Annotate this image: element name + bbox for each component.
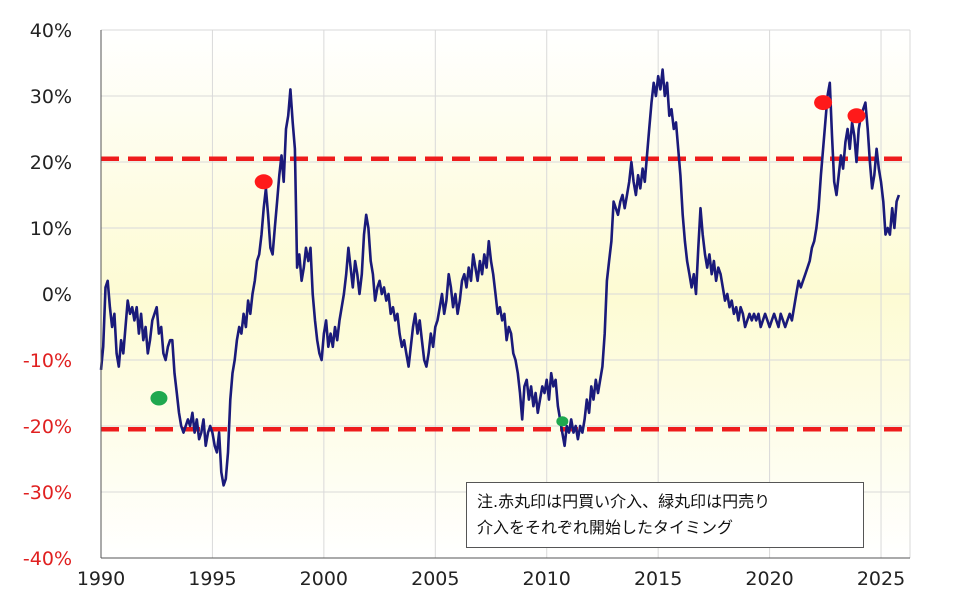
x-tick-label: 2000 xyxy=(300,568,348,590)
note-line-2: 介入をそれぞれ開始したタイミング xyxy=(477,518,734,537)
gridlines xyxy=(101,29,911,558)
y-tick-label: 40% xyxy=(30,20,72,42)
x-tick-label: 2020 xyxy=(745,568,793,590)
x-tick-label: 2025 xyxy=(857,568,905,590)
sell-intervention-marker xyxy=(556,416,569,427)
y-axis-ticks: 40% 30% 20% 10% 0% -10% -20% -30% -40% xyxy=(23,20,72,570)
y-tick-label: 10% xyxy=(30,218,72,240)
y-tick-label: -40% xyxy=(23,548,72,570)
sell-intervention-marker xyxy=(150,391,168,406)
x-axis-ticks: 1990 1995 2000 2005 2010 2015 2020 2025 xyxy=(77,568,905,590)
series-line xyxy=(99,68,901,487)
y-tick-label: -30% xyxy=(23,482,72,504)
note-line-1: 注.赤丸印は円買い介入、緑丸印は円売り xyxy=(477,492,771,511)
y-tick-label: 20% xyxy=(30,152,72,174)
annotation-note-box: 注.赤丸印は円買い介入、緑丸印は円売り 介入をそれぞれ開始したタイミング xyxy=(466,482,864,548)
buy-intervention-marker xyxy=(814,95,833,111)
intervention-markers xyxy=(150,95,866,427)
x-tick-label: 1995 xyxy=(188,568,236,590)
buy-intervention-marker xyxy=(847,108,866,124)
y-tick-label: 0% xyxy=(42,284,72,306)
x-tick-label: 2005 xyxy=(411,568,459,590)
buy-intervention-marker xyxy=(254,174,273,190)
y-tick-label: 30% xyxy=(30,86,72,108)
y-tick-label: -20% xyxy=(23,416,72,438)
y-tick-label: -10% xyxy=(23,350,72,372)
x-tick-label: 2015 xyxy=(634,568,682,590)
x-tick-label: 1990 xyxy=(77,568,125,590)
x-tick-label: 2010 xyxy=(523,568,571,590)
